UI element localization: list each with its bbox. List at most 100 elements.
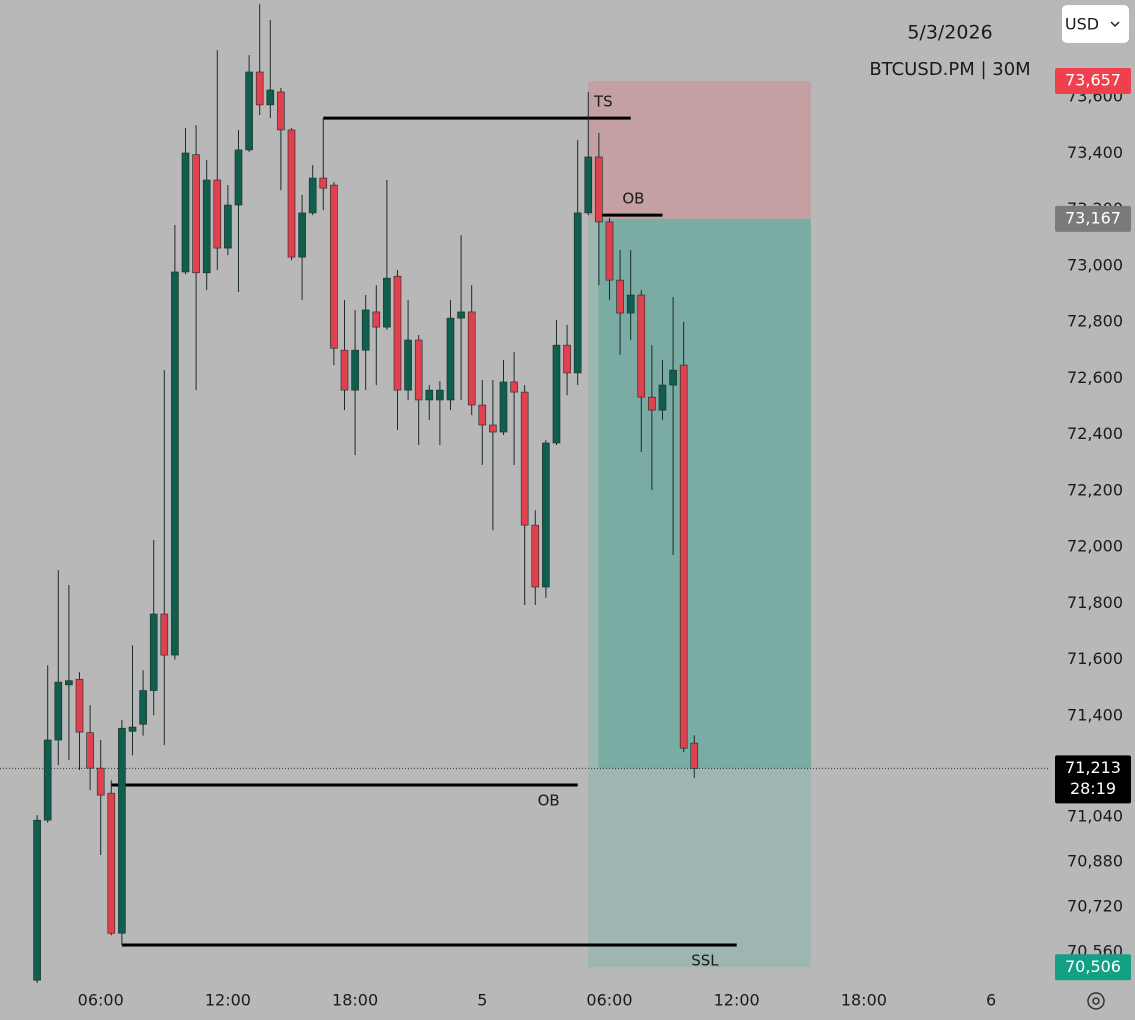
dropdown-arrow (1110, 21, 1120, 28)
candle-body-down (213, 179, 222, 249)
x-tick-label: 6 (986, 991, 996, 1010)
candle-body-up (573, 212, 582, 374)
candle-body-up (298, 212, 306, 258)
candle-body-up (351, 349, 359, 391)
y-tick-label: 72,000 (1067, 537, 1123, 556)
stop-price-box (1055, 68, 1131, 95)
candle-body-down (616, 279, 624, 314)
candle-body-up (139, 690, 147, 725)
candle-body-up (245, 71, 253, 151)
candle-body-down (489, 424, 497, 433)
stop-price-label: 73,657 (1065, 71, 1121, 90)
candle-body-up (457, 311, 465, 319)
candle-body-down (192, 154, 200, 274)
y-tick-label: 71,800 (1067, 593, 1123, 612)
y-tick-label: 73,400 (1067, 143, 1123, 162)
candle-body-up (234, 149, 243, 206)
candle-body-down (107, 792, 116, 934)
x-tick-label: 18:00 (841, 991, 887, 1010)
candle-body-down (510, 381, 518, 393)
y-tick-label: 72,400 (1067, 424, 1123, 443)
settings-icon[interactable] (1087, 992, 1105, 1010)
candle-body-down (277, 91, 285, 131)
candle-body-down (595, 156, 603, 223)
level-label: SSL (691, 952, 719, 970)
currency-label[interactable]: USD (1065, 15, 1099, 34)
candle-body-down (414, 339, 423, 401)
candle-body-down (637, 294, 646, 398)
candle-body-down (75, 678, 84, 733)
candle-body-down (160, 613, 169, 656)
candle-body-down (330, 184, 338, 349)
candle-body-down (563, 344, 571, 374)
candle-body-up (43, 739, 52, 821)
level-label: TS (593, 93, 613, 111)
entry-price-box (1055, 205, 1131, 232)
candle-body-down (478, 404, 487, 426)
candle-body-up (658, 384, 667, 411)
target-price-box (1055, 954, 1131, 981)
y-tick-label: 70,880 (1067, 852, 1123, 871)
chart-symbol: BTCUSD.PM | 30M (869, 59, 1030, 80)
candle-body-down (255, 71, 264, 106)
candle-body-down (96, 767, 105, 796)
candle-body-down (467, 311, 476, 406)
candle-body-up (361, 309, 370, 351)
chart-date: 5/3/2026 (907, 22, 992, 44)
candle-body-up (446, 317, 455, 401)
candle-body-down (372, 311, 381, 328)
candle-body-down (520, 391, 529, 526)
x-tick-label: 06:00 (78, 991, 124, 1010)
level-label: OB (622, 190, 644, 208)
candle-body-up (266, 89, 275, 106)
candle-body-up (224, 204, 232, 249)
candle-body-up (202, 179, 211, 274)
candle-body-down (86, 732, 94, 769)
candle-body-down (648, 396, 656, 411)
y-tick-label: 71,600 (1067, 649, 1123, 668)
level-label: OB (538, 792, 560, 810)
stop-zone (588, 81, 811, 219)
candle-body-up (118, 727, 126, 934)
candle-body-up (669, 369, 677, 386)
candle-body-up (54, 681, 63, 741)
candle-body-down (393, 275, 402, 391)
candle-body-up (149, 613, 158, 691)
last-price-label: 71,213 (1065, 758, 1121, 777)
target-price-label: 70,506 (1065, 957, 1121, 976)
candle-body-up (33, 819, 41, 981)
y-tick-label: 70,720 (1067, 897, 1123, 916)
candle-body-down (319, 177, 328, 189)
y-tick-label: 72,600 (1067, 368, 1123, 387)
settings-icon-center (1092, 997, 1100, 1005)
candle-body-up (383, 277, 391, 328)
y-tick-label: 72,200 (1067, 480, 1123, 499)
candle-body-down (287, 129, 296, 258)
entry-price-label: 73,167 (1065, 208, 1121, 227)
candle-body-down (605, 221, 614, 281)
candle-body-up (436, 389, 444, 401)
candle-body-down (531, 524, 540, 588)
candle-body-up (584, 156, 593, 214)
y-tick-label: 71,400 (1067, 705, 1123, 724)
candle-body-up (542, 442, 550, 588)
x-tick-label: 18:00 (332, 991, 378, 1010)
countdown-label: 28:19 (1070, 779, 1116, 798)
x-tick-label: 12:00 (714, 991, 760, 1010)
y-tick-label: 72,800 (1067, 312, 1123, 331)
candle-body-up (626, 294, 635, 314)
candle-body-up (65, 680, 73, 686)
candle-body-up (308, 177, 317, 214)
plot: TS OB OB SSL (0, 4, 1050, 984)
x-tick-label: 12:00 (205, 991, 251, 1010)
candle-body-up (425, 389, 434, 401)
y-tick-label: 71,040 (1067, 807, 1123, 826)
y-tick-label: 73,000 (1067, 255, 1123, 274)
x-tick-label: 5 (477, 991, 487, 1010)
candle-body-up (404, 339, 412, 391)
candle-body-up (552, 344, 561, 444)
currency-dropdown[interactable] (1062, 5, 1129, 43)
candle-body-down (679, 364, 688, 749)
